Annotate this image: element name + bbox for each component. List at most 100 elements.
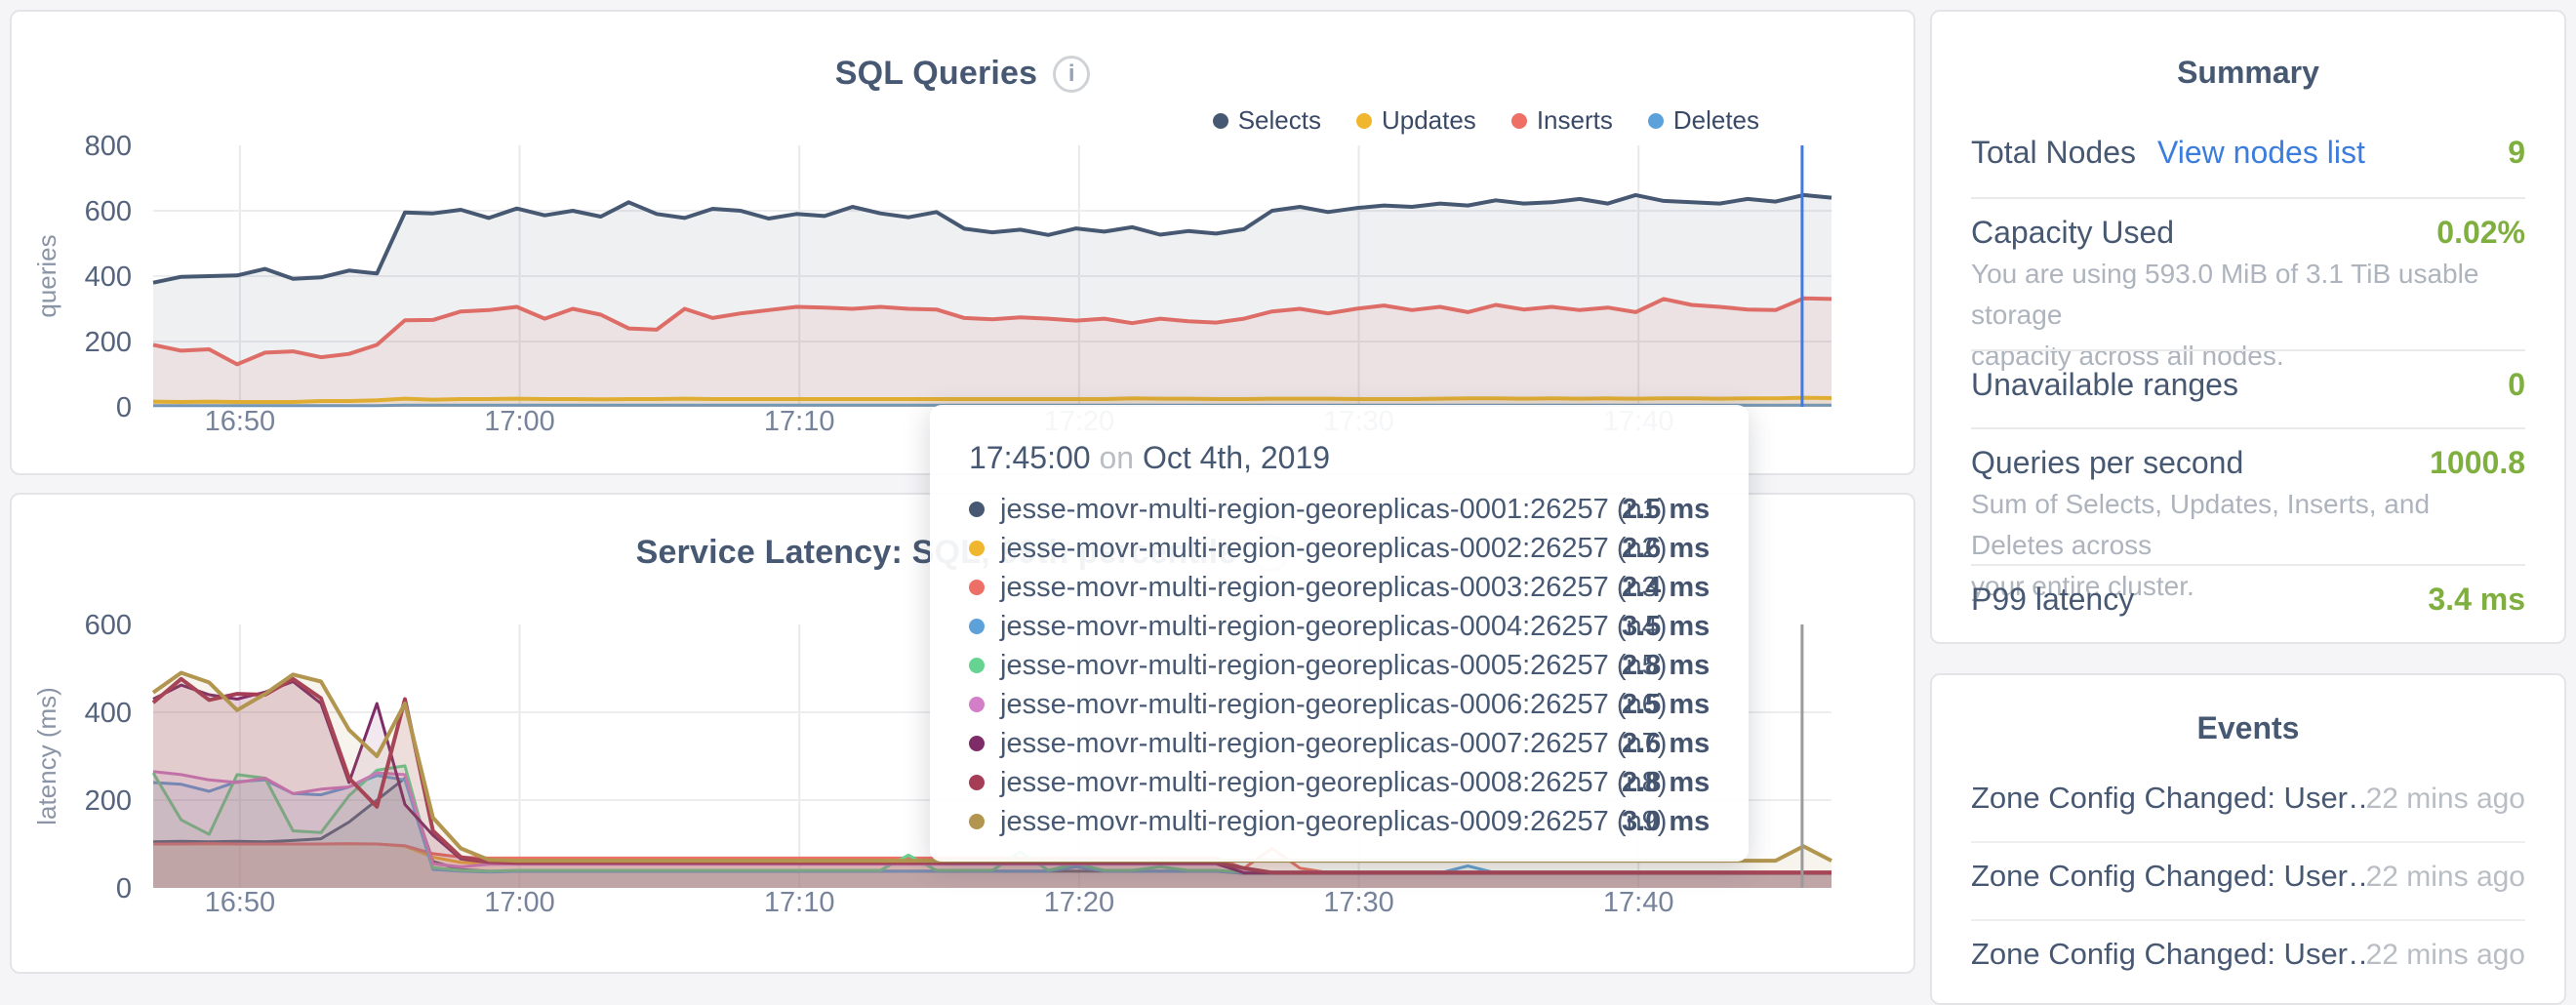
service-latency-plot-area[interactable]: 16:50 17:00 17:10 17:20 17:30 17:40 0 200 400 600… xyxy=(12,495,1913,972)
qps-note: Sum of Selects, Updates, Inserts, and De… xyxy=(1971,489,2431,601)
svg-text:200: 200 xyxy=(85,327,132,358)
event-time: 22 mins ago xyxy=(2365,783,2525,815)
legend-item-selects: Selects xyxy=(1212,105,1321,136)
node-color-dot xyxy=(969,580,985,595)
tooltip-node-row: jesse-movr-multi-region-georeplicas-0006… xyxy=(969,685,1749,724)
node-latency-value: 2.5 ms xyxy=(1622,688,1711,720)
legend-item-inserts: Inserts xyxy=(1510,105,1613,136)
node-name: jesse-movr-multi-region-georeplicas-0002… xyxy=(1000,532,1668,564)
selects-color-dot xyxy=(1212,112,1228,129)
tooltip-node-row: jesse-movr-multi-region-georeplicas-0004… xyxy=(969,607,1749,646)
total-nodes-row: Total Nodes View nodes list 9 xyxy=(1971,135,2525,171)
total-nodes-value: 9 xyxy=(2508,135,2525,170)
legend-item-deletes: Deletes xyxy=(1647,105,1759,136)
sql-queries-chart-card: SQL Queries i Selects Updates Inserts De… xyxy=(10,10,1915,475)
svg-text:16:50: 16:50 xyxy=(205,406,276,437)
chart-hover-tooltip: 17:45:00 on Oct 4th, 2019 jesse-movr-mul… xyxy=(930,405,1749,862)
info-icon[interactable]: i xyxy=(1053,55,1091,93)
updates-color-dot xyxy=(1355,112,1372,129)
deletes-color-dot xyxy=(1647,112,1664,129)
node-color-dot xyxy=(969,736,985,751)
p99-latency-value: 3.4 ms xyxy=(2428,582,2525,617)
event-label[interactable]: Zone Config Changed: User… xyxy=(1971,937,2366,971)
tooltip-date: Oct 4th, 2019 xyxy=(1142,440,1331,475)
capacity-note: You are using 593.0 MiB of 3.1 TiB usabl… xyxy=(1971,259,2479,371)
node-latency-value: 2.8 ms xyxy=(1622,649,1711,681)
node-latency-value: 3.5 ms xyxy=(1622,610,1711,642)
event-label[interactable]: Zone Config Changed: User… xyxy=(1971,859,2366,893)
event-row[interactable]: Zone Config Changed: User… 22 mins ago xyxy=(1971,859,2525,894)
node-color-dot xyxy=(969,658,985,673)
sql-queries-chart-title: SQL Queries xyxy=(834,55,1038,92)
unavailable-ranges-label: Unavailable ranges xyxy=(1971,367,2238,402)
svg-text:400: 400 xyxy=(85,698,132,729)
event-time: 22 mins ago xyxy=(2365,861,2525,893)
node-latency-value: 2.4 ms xyxy=(1622,571,1711,603)
tooltip-node-list: jesse-movr-multi-region-georeplicas-0001… xyxy=(969,490,1749,841)
event-row[interactable]: Zone Config Changed: User… 22 mins ago xyxy=(1971,937,2525,972)
svg-text:17:10: 17:10 xyxy=(764,887,835,918)
legend-label: Selects xyxy=(1237,105,1321,135)
node-name: jesse-movr-multi-region-georeplicas-0006… xyxy=(1000,688,1668,720)
total-nodes-label: Total Nodes xyxy=(1971,135,2136,170)
summary-title: Summary xyxy=(2177,55,2319,90)
svg-text:17:20: 17:20 xyxy=(1044,887,1115,918)
node-latency-value: 2.6 ms xyxy=(1622,532,1711,564)
node-color-dot xyxy=(969,619,985,634)
tooltip-node-row: jesse-movr-multi-region-georeplicas-0001… xyxy=(969,490,1749,529)
node-color-dot xyxy=(969,541,985,556)
qps-row: Queries per second 1000.8 xyxy=(1971,445,2525,481)
capacity-used-row: Capacity Used 0.02% xyxy=(1971,215,2525,251)
sql-queries-plot-area[interactable]: 16:5017:0017:1017:2017:3017:400200400600… xyxy=(12,12,1913,473)
legend-item-updates: Updates xyxy=(1355,105,1476,136)
svg-text:800: 800 xyxy=(85,131,132,162)
p99-latency-row: P99 latency 3.4 ms xyxy=(1971,582,2525,618)
events-title: Events xyxy=(2196,710,2300,745)
events-panel: Events Zone Config Changed: User… 22 mins… xyxy=(1930,673,2566,1005)
tooltip-node-row: jesse-movr-multi-region-georeplicas-0002… xyxy=(969,529,1749,568)
node-color-dot xyxy=(969,775,985,790)
svg-text:latency (ms): latency (ms) xyxy=(32,687,61,825)
divider xyxy=(1971,841,2525,843)
tooltip-on-word: on xyxy=(1099,440,1135,475)
node-color-dot xyxy=(969,502,985,517)
event-row[interactable]: Zone Config Changed: User… 22 mins ago xyxy=(1971,781,2525,816)
tooltip-node-row: jesse-movr-multi-region-georeplicas-0007… xyxy=(969,724,1749,763)
node-name: jesse-movr-multi-region-georeplicas-0007… xyxy=(1000,727,1668,759)
svg-text:queries: queries xyxy=(32,234,61,317)
tooltip-timestamp: 17:45:00 on Oct 4th, 2019 xyxy=(969,440,1749,476)
node-name: jesse-movr-multi-region-georeplicas-0004… xyxy=(1000,610,1668,642)
node-name: jesse-movr-multi-region-georeplicas-0001… xyxy=(1000,493,1668,525)
qps-value: 1000.8 xyxy=(2430,445,2525,480)
legend-label: Deletes xyxy=(1672,105,1759,135)
svg-text:16:50: 16:50 xyxy=(205,887,276,918)
svg-text:400: 400 xyxy=(85,261,132,293)
event-label[interactable]: Zone Config Changed: User… xyxy=(1971,781,2366,815)
sql-queries-title-row: SQL Queries i xyxy=(12,55,1913,93)
legend-label: Updates xyxy=(1381,105,1476,135)
event-time: 22 mins ago xyxy=(2365,939,2525,971)
node-name: jesse-movr-multi-region-georeplicas-0008… xyxy=(1000,766,1668,798)
divider xyxy=(1971,349,2525,351)
tooltip-node-row: jesse-movr-multi-region-georeplicas-0009… xyxy=(969,802,1749,841)
svg-text:600: 600 xyxy=(85,610,132,641)
capacity-used-value: 0.02% xyxy=(2436,215,2525,250)
svg-text:17:00: 17:00 xyxy=(484,887,555,918)
qps-label: Queries per second xyxy=(1971,445,2244,480)
tooltip-time: 17:45:00 xyxy=(969,440,1091,475)
svg-text:17:00: 17:00 xyxy=(484,406,555,437)
node-name: jesse-movr-multi-region-georeplicas-0009… xyxy=(1000,805,1668,837)
summary-panel: Summary Total Nodes View nodes list 9 Ca… xyxy=(1930,10,2566,644)
svg-text:0: 0 xyxy=(116,392,132,423)
view-nodes-list-link[interactable]: View nodes list xyxy=(2156,135,2365,170)
tooltip-node-row: jesse-movr-multi-region-georeplicas-0003… xyxy=(969,568,1749,607)
divider xyxy=(1971,564,2525,566)
node-latency-value: 2.6 ms xyxy=(1622,727,1711,759)
tooltip-node-row: jesse-movr-multi-region-georeplicas-0008… xyxy=(969,763,1749,802)
node-name: jesse-movr-multi-region-georeplicas-0005… xyxy=(1000,649,1668,681)
svg-text:0: 0 xyxy=(116,873,132,904)
node-name: jesse-movr-multi-region-georeplicas-0003… xyxy=(1000,571,1668,603)
legend-label: Inserts xyxy=(1536,105,1613,135)
node-latency-value: 2.5 ms xyxy=(1622,493,1711,525)
svg-text:200: 200 xyxy=(85,785,132,817)
